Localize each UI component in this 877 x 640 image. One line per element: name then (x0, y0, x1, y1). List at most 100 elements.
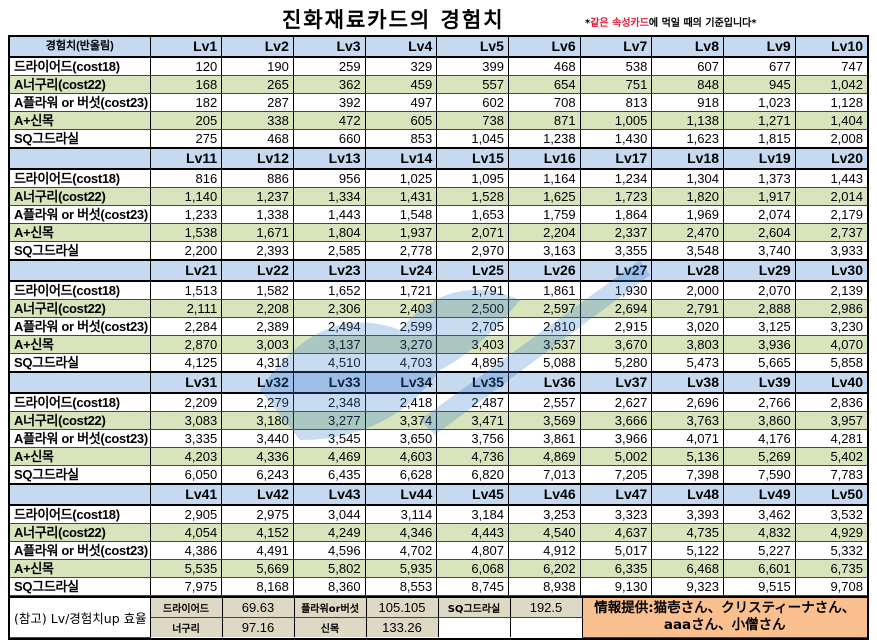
level-header: Lv11 (150, 147, 223, 170)
exp-value-cell: 1,861 (508, 281, 581, 300)
row-label: A너구리(cost22) (10, 187, 151, 206)
exp-value-cell: 708 (508, 93, 581, 112)
exp-value-cell: 2,766 (723, 393, 796, 412)
exp-value-cell: 5,332 (795, 541, 867, 560)
level-header-row: 경험치(반올림) Lv1 Lv2 Lv3 Lv4 Lv5 Lv6 Lv7 Lv8 Lv9 Lv10 (10, 37, 867, 58)
exp-value-cell: 956 (293, 169, 366, 188)
exp-value-cell: 4,603 (365, 447, 438, 466)
exp-value-cell: 1,237 (221, 187, 294, 206)
exp-value-cell: 1,625 (508, 187, 581, 206)
exp-value-cell: 5,535 (150, 559, 223, 578)
exp-value-cell: 3,957 (795, 411, 867, 430)
table-row: A플라워 or 버섯(cost23) 182 287 392 497 602 708 813 9… (10, 93, 867, 112)
row-label: 드라이어드(cost18) (10, 169, 151, 188)
exp-value-cell: 3,277 (293, 411, 366, 430)
exp-value-cell: 329 (365, 57, 438, 76)
exp-value-cell: 6,601 (723, 559, 796, 578)
level-header: Lv25 (436, 259, 509, 282)
table-row: 드라이어드(cost18) 2,905 2,975 3,044 3,114 3,184 3,… (10, 505, 867, 524)
table-row: A+신목 2,870 3,003 3,137 3,270 3,403 3,537 3,670 3… (10, 335, 867, 354)
exp-value-cell: 8,938 (508, 577, 581, 596)
level-header: Lv8 (651, 37, 724, 58)
exp-value-cell: 3,756 (436, 429, 509, 448)
level-header: Lv39 (723, 371, 796, 394)
exp-value-cell: 871 (508, 111, 581, 130)
exp-value-cell: 7,013 (508, 465, 581, 485)
exp-value-cell: 3,355 (580, 241, 653, 261)
note-text: *같은 속성카드에 먹일 때의 기준입니다* (585, 14, 757, 29)
exp-value-cell: 4,443 (436, 523, 509, 542)
exp-value-cell: 1,582 (221, 281, 294, 300)
exp-value-cell: 918 (651, 93, 724, 112)
level-header: Lv48 (651, 483, 724, 506)
table-row: A플라워 or 버섯(cost23) 3,335 3,440 3,545 3,650 3,… (10, 429, 867, 448)
exp-value-cell: 602 (436, 93, 509, 112)
exp-value-cell: 738 (436, 111, 509, 130)
table-row: A+신목 5,535 5,669 5,802 5,935 6,068 6,202 6,335 6… (10, 559, 867, 578)
row-label: A플라워 or 버섯(cost23) (10, 205, 151, 224)
exp-value-cell: 5,473 (651, 353, 724, 373)
exp-value-cell: 468 (221, 129, 294, 149)
exp-value-cell: 6,735 (795, 559, 867, 578)
level-header: Lv2 (221, 37, 294, 58)
exp-value-cell: 1,548 (365, 205, 438, 224)
row-label: A플라워 or 버섯(cost23) (10, 541, 151, 560)
exp-value-cell: 1,005 (580, 111, 653, 130)
exp-value-cell: 1,338 (221, 205, 294, 224)
exp-value-cell: 7,590 (723, 465, 796, 485)
exp-value-cell: 2,791 (651, 299, 724, 318)
exp-value-cell: 9,515 (723, 577, 796, 596)
exp-value-cell: 1,140 (150, 187, 223, 206)
exp-value-cell: 2,599 (365, 317, 438, 336)
exp-value-cell: 853 (365, 129, 438, 149)
exp-value-cell: 3,114 (365, 505, 438, 524)
exp-value-cell: 1,238 (508, 129, 581, 149)
exp-value-cell: 4,540 (508, 523, 581, 542)
level-header: Lv31 (150, 371, 223, 394)
exp-value-cell: 2,393 (221, 241, 294, 261)
exp-value-cell: 2,418 (365, 393, 438, 412)
row-label: A플라워 or 버섯(cost23) (10, 93, 151, 112)
exp-value-cell: 6,243 (221, 465, 294, 485)
level-header: Lv37 (580, 371, 653, 394)
exp-value-cell: 3,003 (221, 335, 294, 354)
level-header-row: Lv21 Lv22 Lv23 Lv24 Lv25 Lv26 Lv27 Lv28 Lv29 Lv30 (10, 259, 867, 282)
exp-value-cell: 2,494 (293, 317, 366, 336)
exp-value-cell: 3,569 (508, 411, 581, 430)
exp-value-cell: 4,176 (723, 429, 796, 448)
exp-value-cell: 2,870 (150, 335, 223, 354)
exp-value-cell: 265 (221, 75, 294, 94)
exp-value-cell: 2,074 (723, 205, 796, 224)
exp-value-cell: 3,253 (508, 505, 581, 524)
exp-value-cell: 3,666 (580, 411, 653, 430)
table-row: A플라워 or 버섯(cost23) 1,233 1,338 1,443 1,548 1,… (10, 205, 867, 224)
exp-value-cell: 6,068 (436, 559, 509, 578)
table-row: 드라이어드(cost18) 1,513 1,582 1,652 1,721 1,791 1,… (10, 281, 867, 300)
exp-value-cell: 4,832 (723, 523, 796, 542)
exp-value-cell: 2,200 (150, 241, 223, 261)
exp-value-cell: 472 (293, 111, 366, 130)
exp-value-cell: 4,596 (293, 541, 366, 560)
exp-value-cell: 6,435 (293, 465, 366, 485)
exp-value-cell: 5,935 (365, 559, 438, 578)
exp-value-cell: 3,180 (221, 411, 294, 430)
exp-value-cell: 1,930 (580, 281, 653, 300)
exp-value-cell: 2,905 (150, 505, 223, 524)
level-header: Lv50 (795, 483, 867, 506)
level-header: Lv12 (221, 147, 294, 170)
exp-value-cell: 7,975 (150, 577, 223, 596)
level-header: Lv34 (365, 371, 438, 394)
corner-label (10, 483, 151, 506)
exp-value-cell: 6,202 (508, 559, 581, 578)
exp-value-cell: 677 (723, 57, 796, 76)
empty-cell (438, 617, 511, 637)
level-header: Lv30 (795, 259, 867, 282)
exp-value-cell: 2,279 (221, 393, 294, 412)
exp-value-cell: 2,403 (365, 299, 438, 318)
exp-value-cell: 2,696 (651, 393, 724, 412)
row-label: 드라이어드(cost18) (10, 57, 151, 76)
exp-value-cell: 5,669 (221, 559, 294, 578)
exp-value-cell: 1,653 (436, 205, 509, 224)
exp-value-cell: 3,532 (795, 505, 867, 524)
exp-value-cell: 1,721 (365, 281, 438, 300)
